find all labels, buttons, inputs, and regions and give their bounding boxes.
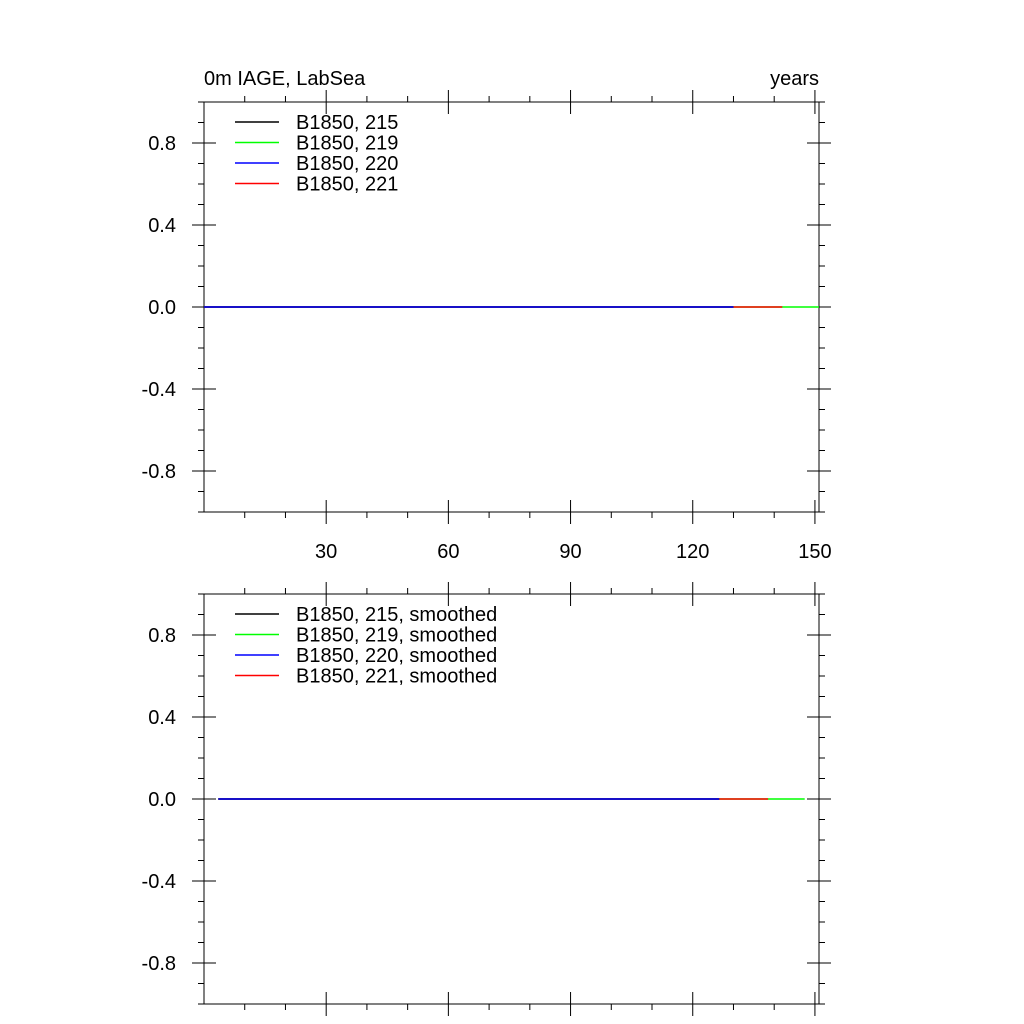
chart-panel-1: 0m IAGE, LabSea years -0.8 -0.4 0.0 0.4 0.8 30 6… xyxy=(142,68,832,563)
y-tick-label: 0.4 xyxy=(148,215,176,237)
y-tick-label: 0.8 xyxy=(148,625,176,647)
y-tick-label: 0.0 xyxy=(148,789,176,811)
legend-label-3: B1850, 220, smoothed xyxy=(296,645,497,667)
legend-label-1: B1850, 215 xyxy=(296,112,398,134)
x-tick-label: 120 xyxy=(676,541,709,563)
x-tick-label: 30 xyxy=(315,541,337,563)
legend-label-3: B1850, 220 xyxy=(296,153,398,175)
y-tick-label: -0.4 xyxy=(142,379,176,401)
legend-label-4: B1850, 221, smoothed xyxy=(296,666,497,688)
chart-title-right: years xyxy=(770,68,819,90)
x-tick-label: 150 xyxy=(798,541,831,563)
y-tick-label: -0.8 xyxy=(142,461,176,483)
legend-label-4: B1850, 221 xyxy=(296,174,398,196)
legend-label-1: B1850, 215, smoothed xyxy=(296,604,497,626)
y-tick-label: 0.0 xyxy=(148,297,176,319)
chart-title: 0m IAGE, LabSea xyxy=(204,68,366,90)
y-tick-label: 0.8 xyxy=(148,133,176,155)
x-tick-label: 90 xyxy=(559,541,581,563)
y-tick-label: -0.4 xyxy=(142,871,176,893)
legend-label-2: B1850, 219 xyxy=(296,133,398,155)
y-tick-label: 0.4 xyxy=(148,707,176,729)
legend-label-2: B1850, 219, smoothed xyxy=(296,625,497,647)
y-tick-label: -0.8 xyxy=(142,953,176,975)
x-tick-label: 60 xyxy=(437,541,459,563)
